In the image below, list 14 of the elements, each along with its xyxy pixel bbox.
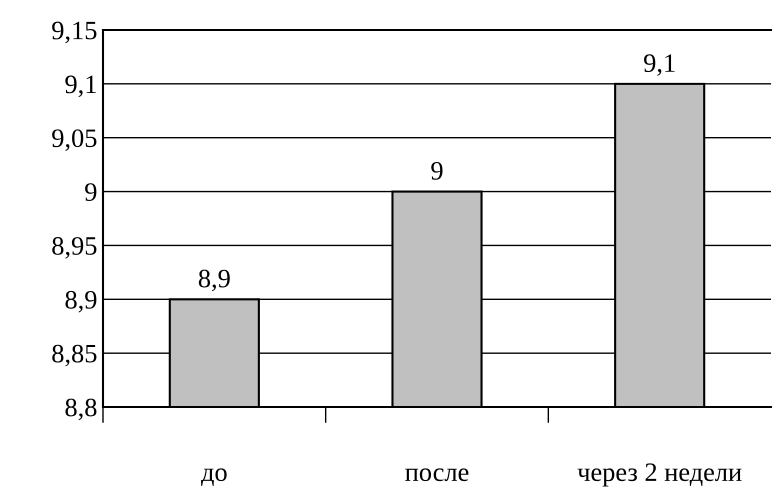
y-tick-label: 8,9: [65, 290, 96, 312]
data-label: 8,9: [198, 270, 230, 292]
y-tick-label: 8,85: [52, 344, 96, 366]
y-tick-label: 9: [85, 183, 96, 201]
y-tick-label: 9,15: [52, 22, 96, 44]
data-label: 9: [431, 162, 443, 180]
x-tick-label: до: [201, 468, 227, 486]
y-tick-label: 8,8: [65, 398, 96, 420]
x-tick-label: через 2 недели: [578, 463, 742, 486]
y-tick-label: 8,95: [52, 237, 96, 259]
y-tick-label: 9,1: [65, 76, 96, 98]
x-tick-label: после: [405, 468, 468, 482]
y-tick-label: 9,05: [52, 129, 96, 151]
data-label: 9,1: [644, 54, 675, 76]
